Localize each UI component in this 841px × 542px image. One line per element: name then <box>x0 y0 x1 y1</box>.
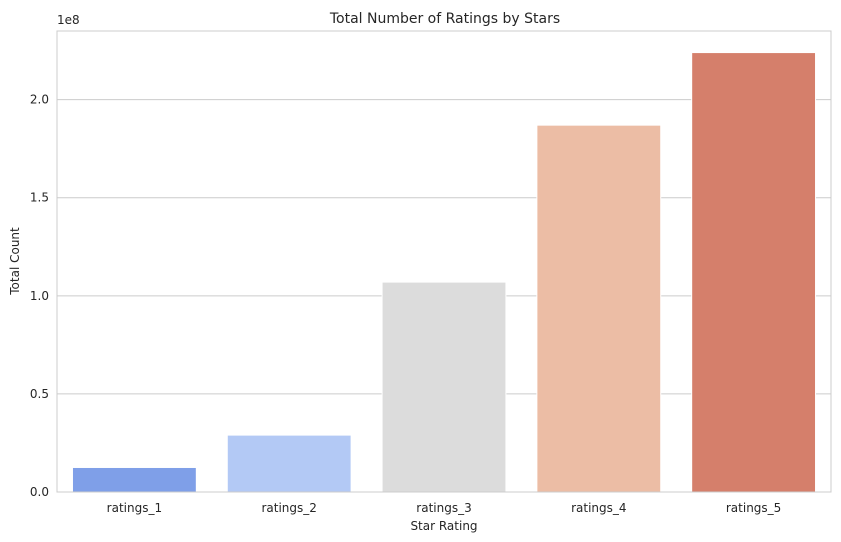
x-tick-label: ratings_2 <box>261 501 316 515</box>
bar-ratings_3 <box>381 281 507 493</box>
bar-ratings_1 <box>71 466 197 493</box>
y-axis-offset-label: 1e8 <box>57 13 80 27</box>
y-tick-labels: 0.0 0.5 1.0 1.5 2.0 <box>30 93 49 499</box>
chart-title: Total Number of Ratings by Stars <box>329 11 560 27</box>
y-axis-label: Total Count <box>8 227 22 296</box>
x-tick-labels: ratings_1 ratings_2 ratings_3 ratings_4 rati… <box>107 501 782 515</box>
bars <box>71 52 817 493</box>
bar-ratings_2 <box>226 434 352 493</box>
plot-frame <box>56 30 832 493</box>
y-tick-label: 2.0 <box>30 93 49 107</box>
y-tick-label: 1.5 <box>30 191 49 205</box>
bar-ratings_4 <box>536 124 662 493</box>
x-axis-label: Star Rating <box>410 519 477 533</box>
x-tick-label: ratings_5 <box>726 501 781 515</box>
x-tick-label: ratings_3 <box>416 501 471 515</box>
y-tick-label: 0.0 <box>30 485 49 499</box>
y-tick-label: 1.0 <box>30 289 49 303</box>
x-tick-label: ratings_1 <box>107 501 162 515</box>
y-tick-label: 0.5 <box>30 387 49 401</box>
x-tick-label: ratings_4 <box>571 501 626 515</box>
bar-ratings_5 <box>691 52 817 493</box>
